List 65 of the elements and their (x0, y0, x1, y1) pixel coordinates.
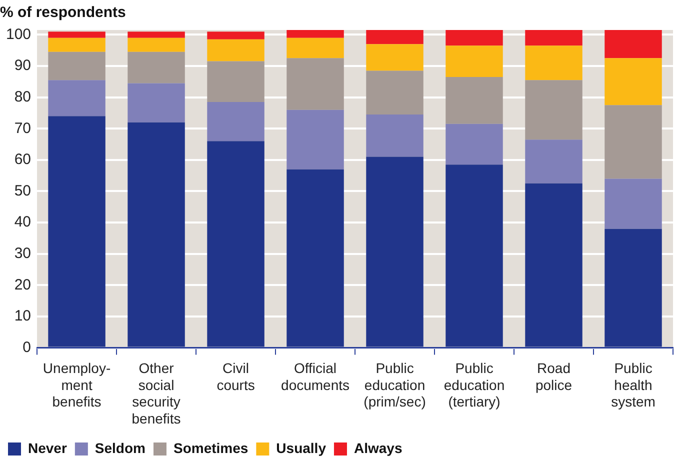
bar (525, 30, 582, 46)
y-tick-label: 40 (14, 214, 32, 231)
chart-title: % of respondents (0, 4, 126, 22)
x-tick-label: Official documents (281, 360, 350, 393)
x-tick-label: Road police (535, 360, 572, 393)
bar (128, 38, 185, 52)
bar (446, 124, 503, 165)
x-tick-label: Public education (tertiary) (444, 360, 505, 410)
bar (446, 46, 503, 77)
bar (48, 52, 106, 80)
bar (525, 80, 582, 140)
bar (207, 102, 264, 142)
bar (207, 39, 264, 62)
legend-label: Seldom (94, 440, 146, 456)
y-tick-label: 60 (14, 151, 32, 168)
x-tick-label: Public education (prim/sec) (364, 360, 426, 410)
bar (525, 46, 582, 80)
bar (525, 183, 582, 347)
y-tick-label: 30 (14, 245, 32, 262)
bar (128, 32, 185, 38)
x-tick-label: Public health system (611, 360, 656, 410)
bar (128, 83, 185, 122)
bar (366, 30, 424, 44)
bar (366, 156, 424, 347)
bar (207, 141, 264, 347)
y-tick-label: 70 (14, 120, 32, 137)
legend-label: Sometimes (173, 440, 248, 456)
y-tick-label: 0 (22, 338, 32, 356)
y-tick-label: 10 (14, 308, 32, 325)
bar (525, 140, 582, 184)
y-tick-label: 90 (14, 57, 32, 74)
bar (286, 30, 344, 38)
y-tick-label: 100 (6, 26, 32, 43)
bar (48, 32, 106, 38)
y-tick-label: 50 (14, 182, 32, 200)
x-tick-label: Unemploy-ment benefits (42, 360, 111, 410)
bar (604, 178, 662, 229)
legend-label: Always (354, 440, 402, 456)
legend-label: Usually (276, 440, 326, 456)
bar (286, 110, 344, 170)
bar (286, 38, 344, 58)
bar (128, 52, 185, 84)
bar (446, 164, 503, 347)
bar (286, 58, 344, 110)
bar (446, 30, 503, 46)
bar (446, 76, 503, 124)
bar (604, 228, 662, 347)
bar (48, 116, 106, 347)
bar (286, 169, 344, 347)
bar (604, 105, 662, 179)
bar (604, 30, 662, 58)
y-tick-label: 20 (14, 276, 32, 294)
bar (604, 58, 662, 106)
y-tick-label: 80 (14, 88, 32, 106)
bar (207, 32, 264, 40)
bar (366, 70, 424, 115)
bar (48, 38, 106, 52)
bar (366, 44, 424, 71)
bar (366, 114, 424, 157)
legend-label: Never (28, 440, 68, 456)
x-tick-label: Other social security benefits (132, 360, 181, 426)
bar (207, 61, 264, 102)
bar (48, 80, 106, 116)
bar (128, 122, 185, 347)
x-tick-label: Civil courts (216, 360, 255, 393)
